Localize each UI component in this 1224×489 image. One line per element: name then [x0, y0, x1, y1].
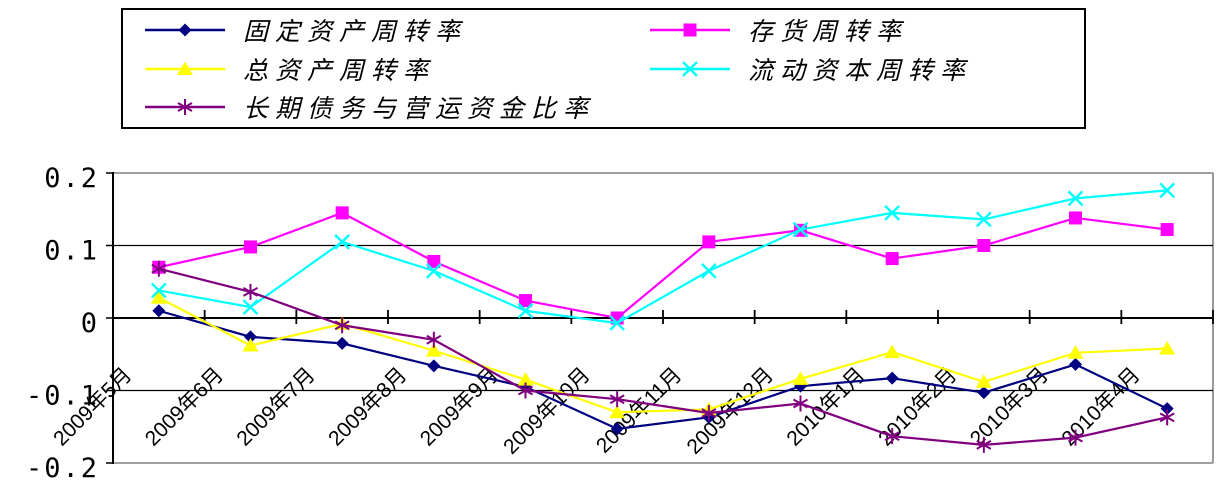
y-tick-label: -0.2: [26, 453, 99, 484]
asterisk-marker-icon: [518, 382, 533, 399]
x-marker-icon: [150, 282, 167, 299]
diamond-marker-icon: [335, 336, 349, 350]
square-marker-icon: [427, 254, 441, 268]
asterisk-marker-icon: [1068, 429, 1083, 446]
y-tick-label: 0.2: [44, 163, 99, 194]
y-tick-label: 0: [81, 308, 99, 339]
series-2: [150, 290, 1176, 419]
diamond-marker-icon: [244, 330, 257, 344]
legend-marker-x-icon: [650, 60, 730, 77]
diamond-marker-icon: [977, 386, 991, 400]
legend-item-inventory-turnover: 存货周转率: [648, 12, 1084, 48]
legend-item-total-asset-turnover: 总资产周转率: [143, 51, 648, 87]
x-marker-icon: [1159, 182, 1176, 199]
triangle-marker-icon: [884, 344, 901, 359]
legend-label-total-asset-turnover: 总资产周转率: [243, 57, 436, 85]
asterisk-marker-icon: [334, 317, 350, 334]
series-line-1: [158, 211, 1168, 320]
asterisk-marker-icon: [884, 428, 900, 445]
x-marker-icon: [334, 234, 351, 250]
series-line-3: [158, 189, 1168, 325]
x-marker-icon: [792, 221, 809, 238]
series-line-0: [158, 309, 1168, 431]
x-marker-icon: [425, 263, 442, 279]
square-marker-icon: [1069, 211, 1082, 225]
triangle-marker-icon: [242, 338, 259, 352]
x-marker-icon: [609, 315, 626, 331]
x-category-label: 2009年8月: [324, 363, 411, 450]
square-marker-icon: [335, 206, 349, 220]
square-marker-icon: [977, 239, 991, 252]
asterisk-marker-icon: [1159, 409, 1175, 426]
triangle-marker-icon: [975, 374, 992, 388]
x-marker-icon: [884, 205, 901, 221]
square-marker-icon: [244, 240, 257, 254]
triangle-marker-icon: [150, 290, 167, 304]
asterisk-marker-icon: [701, 404, 717, 421]
x-category-label: 2009年9月: [416, 363, 503, 450]
x-marker-icon: [700, 263, 717, 279]
legend-marker-diamond-icon: [145, 23, 225, 37]
asterisk-marker-icon: [609, 391, 625, 408]
asterisk-marker-icon: [177, 98, 193, 115]
legend-label-fixed-asset-turnover: 固定资产周转率: [243, 19, 468, 47]
legend-label-inventory-turnover: 存货周转率: [748, 19, 909, 47]
x-marker-icon: [1067, 190, 1084, 207]
legend-label-ltdebt-to-working-capital-ratio: 长期债务与营运资金比率: [243, 95, 596, 123]
series-4: [151, 260, 1175, 453]
triangle-marker-icon: [517, 372, 534, 386]
asterisk-marker-icon: [793, 395, 808, 412]
asterisk-marker-icon: [976, 436, 992, 453]
triangle-marker-icon: [1159, 340, 1176, 355]
diamond-marker-icon: [1160, 402, 1174, 416]
x-category-label: 2009年7月: [232, 363, 319, 450]
diamond-marker-icon: [610, 422, 624, 436]
legend-marker-triangle-icon: [145, 61, 225, 75]
series-line-2: [158, 296, 1168, 414]
square-marker-icon: [1160, 223, 1174, 237]
diamond-marker-icon: [152, 304, 166, 318]
series-0: [152, 304, 1174, 436]
square-marker-icon: [519, 294, 532, 308]
asterisk-marker-icon: [151, 260, 167, 277]
asterisk-marker-icon: [426, 331, 442, 348]
series-line-4: [158, 267, 1168, 446]
x-category-label: 2010年2月: [874, 363, 961, 450]
triangle-marker-icon: [792, 371, 809, 385]
triangle-marker-icon: [425, 343, 442, 357]
y-tick-label: 0.1: [44, 236, 99, 267]
legend-item-working-capital-turnover: 流动资本周转率: [648, 51, 1084, 87]
x-category-label: 2009年6月: [141, 363, 228, 450]
square-marker-icon: [702, 235, 716, 249]
series-3: [150, 182, 1176, 331]
triangle-marker-icon: [609, 404, 626, 419]
diamond-marker-icon: [885, 371, 899, 385]
square-marker-icon: [683, 23, 697, 37]
square-marker-icon: [885, 252, 899, 266]
diamond-marker-icon: [427, 359, 441, 373]
x-marker-icon: [242, 299, 259, 315]
y-tick-label: -0.1: [26, 381, 99, 412]
chart-legend: 固定资产周转率 存货周转率 总资产周转率 流动资本周转率 长期债务与营运资金比率: [121, 8, 1086, 129]
triangle-marker-icon: [1067, 345, 1084, 359]
legend-marker-asterisk-icon: [145, 98, 225, 115]
series-1: [152, 206, 1174, 325]
x-marker-icon: [975, 211, 992, 228]
legend-label-working-capital-turnover: 流动资本周转率: [748, 57, 973, 85]
triangle-marker-icon: [177, 61, 193, 75]
x-marker-icon: [682, 60, 698, 77]
diamond-marker-icon: [1069, 357, 1082, 371]
diamond-marker-icon: [178, 23, 192, 37]
legend-marker-square-icon: [650, 23, 730, 37]
legend-item-ltdebt-to-working-capital-ratio: 长期债务与营运资金比率: [143, 89, 648, 125]
asterisk-marker-icon: [243, 283, 258, 300]
legend-item-fixed-asset-turnover: 固定资产周转率: [143, 12, 648, 48]
x-marker-icon: [517, 302, 534, 319]
